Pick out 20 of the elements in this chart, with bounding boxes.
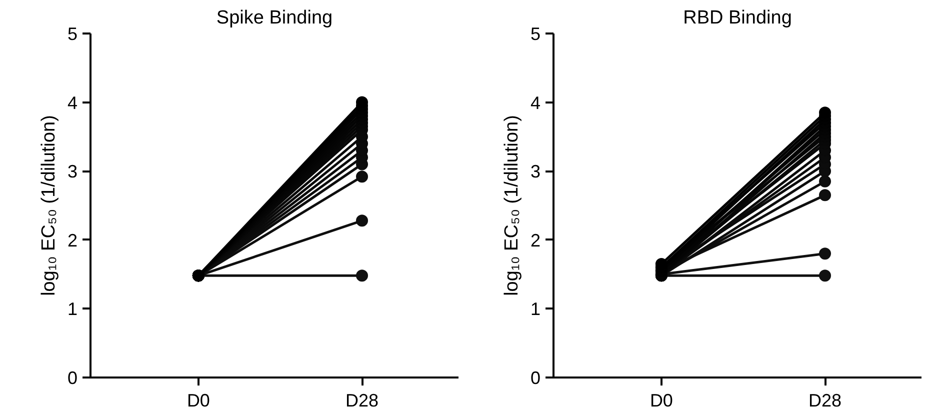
chart-title: RBD Binding: [683, 8, 792, 28]
y-tick-label: 3: [530, 162, 541, 182]
y-tick-label: 4: [530, 92, 541, 113]
y-tick-label: 0: [530, 368, 541, 388]
y-tick-label: 0: [67, 368, 78, 388]
y-tick-label: 5: [530, 24, 541, 44]
x-tick-label: D28: [808, 390, 842, 410]
y-tick-label: 4: [67, 92, 78, 113]
y-tick-label: 5: [67, 24, 78, 44]
x-tick-label: D0: [186, 390, 210, 410]
x-tick-label: D0: [650, 390, 673, 410]
x-tick-label: D28: [345, 390, 379, 410]
y-axis-title: log₁₀ EC₅₀ (1/dilution): [38, 115, 60, 296]
chart-title: Spike Binding: [216, 8, 333, 28]
y-tick-label: 1: [67, 299, 78, 320]
y-tick-label: 3: [67, 162, 78, 182]
y-tick-label: 2: [530, 230, 541, 250]
y-tick-label: 1: [530, 299, 541, 320]
y-axis-title: log₁₀ EC₅₀ (1/dilution): [501, 115, 522, 296]
y-tick-label: 2: [67, 230, 78, 250]
